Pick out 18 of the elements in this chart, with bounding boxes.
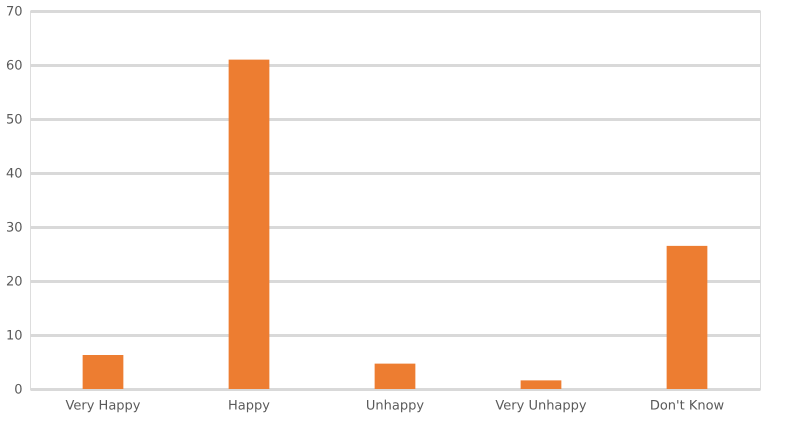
y-tick-label: 10 (6, 328, 22, 344)
bar (374, 364, 416, 389)
x-tick-label: Very Happy (66, 398, 141, 414)
bar (228, 60, 270, 389)
y-tick-label: 0 (14, 382, 22, 398)
x-tick-label: Don't Know (650, 398, 725, 414)
y-tick-label: 50 (6, 112, 22, 128)
y-tick-label: 20 (6, 274, 22, 290)
y-tick-label: 40 (6, 166, 22, 182)
bar (82, 354, 124, 389)
bar (520, 380, 562, 389)
y-tick-label: 30 (6, 220, 22, 236)
y-tick-label: 60 (6, 58, 22, 74)
bar (666, 246, 708, 389)
y-tick-label: 70 (6, 4, 22, 20)
x-tick-label: Unhappy (366, 398, 424, 414)
x-tick-label: Happy (228, 398, 270, 414)
x-tick-label: Very Unhappy (495, 398, 587, 414)
